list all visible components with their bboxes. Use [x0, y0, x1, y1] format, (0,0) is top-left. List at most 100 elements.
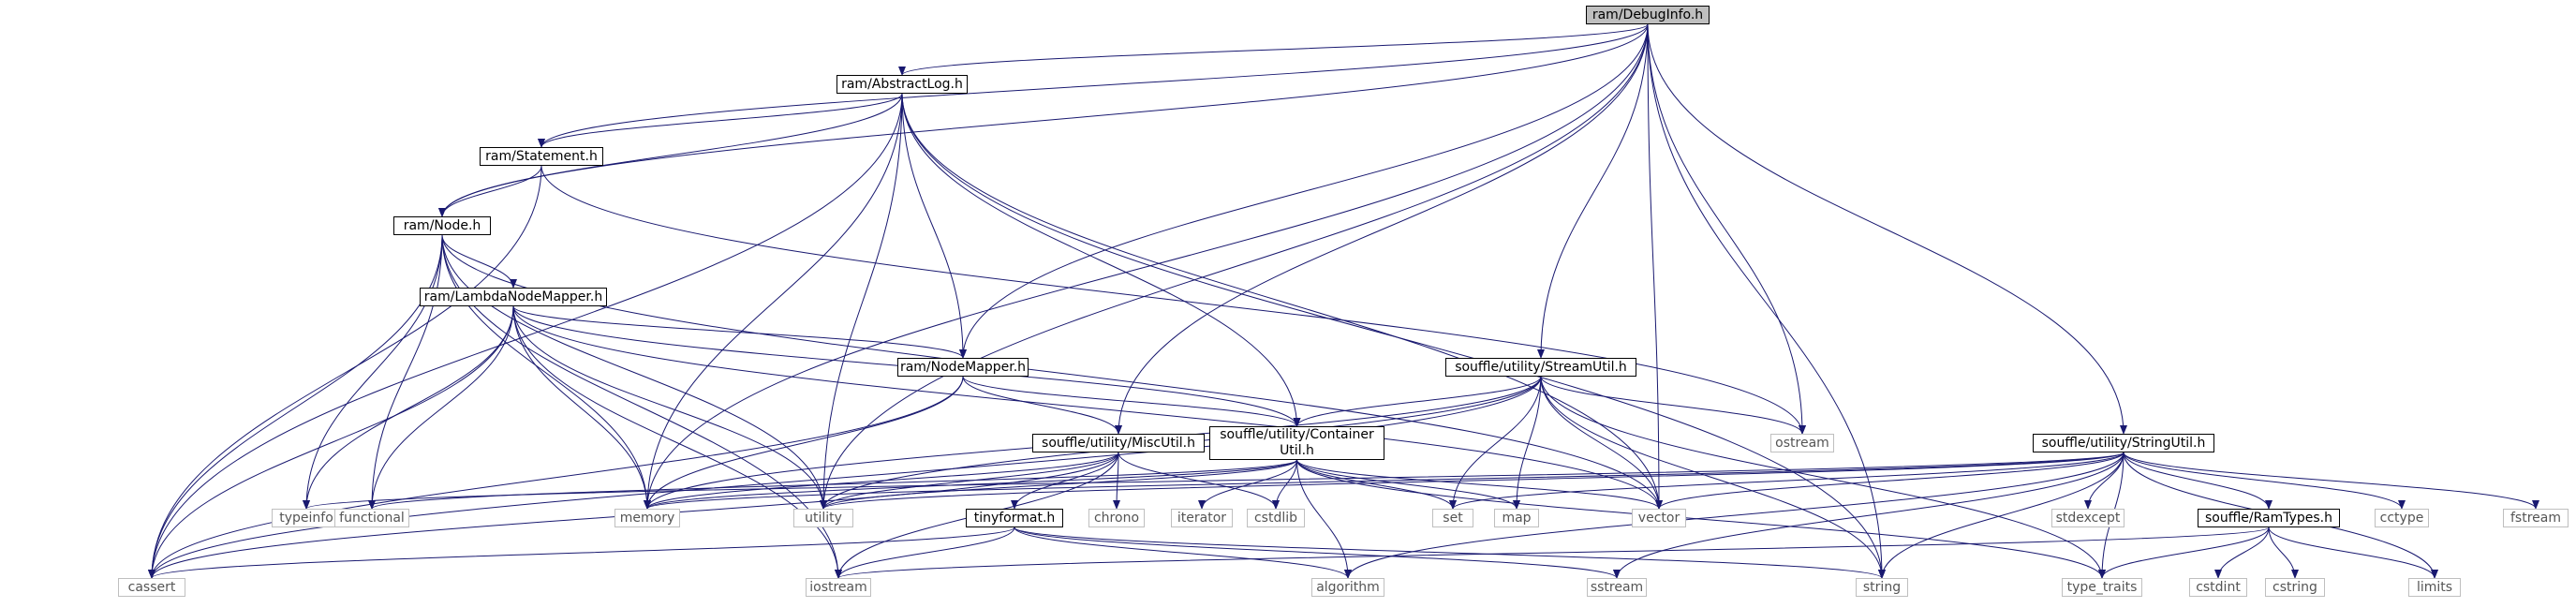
edge-containerutil-to-set [1296, 459, 1457, 510]
node-utility[interactable]: utility [793, 509, 853, 527]
node-iostream[interactable]: iostream [806, 578, 871, 597]
edge-statement-to-ostream [540, 165, 1806, 435]
node-cstdlib[interactable]: cstdlib [1247, 509, 1305, 527]
edge-abstractlog-to-utility [820, 93, 903, 510]
edge-miscutil-to-memory [644, 452, 1119, 510]
node-iterator[interactable]: iterator [1171, 509, 1233, 527]
edge-stringutil-to-typeinfo [303, 452, 2124, 510]
node-memory[interactable]: memory [614, 509, 680, 527]
edge-abstractlog-to-string [901, 93, 1886, 579]
edge-lambdanodemapper-to-vector [512, 305, 1663, 510]
edge-streamutil-to-containerutil [1293, 376, 1542, 427]
edge-abstractlog-to-nodemapper [901, 93, 967, 359]
edge-lambdanodemapper-to-cassert [148, 305, 514, 579]
node-sstream[interactable]: sstream [1587, 578, 1647, 597]
edge-stringutil-to-set [1449, 452, 2124, 510]
node-containerutil[interactable]: souffle/utility/Container Util.h [1209, 426, 1384, 460]
edge-ramtypes-to-iostream [835, 526, 2270, 579]
node-functional[interactable]: functional [334, 509, 409, 527]
node-string[interactable]: string [1856, 578, 1908, 597]
edge-containerutil-to-functional [368, 459, 1297, 510]
edge-node-to-typeinfo [303, 234, 443, 510]
node-tinyformat[interactable]: tinyformat.h [966, 509, 1063, 527]
edge-root-to-node [438, 23, 1649, 217]
node-vector[interactable]: vector [1632, 509, 1686, 527]
edge-root-to-abstractlog [898, 23, 1649, 76]
edge-stringutil-to-string [1878, 452, 2124, 579]
edge-streamutil-to-vector [1540, 376, 1663, 510]
edge-nodemapper-to-cassert [148, 376, 964, 579]
edge-root-to-stringutil [1647, 23, 2127, 435]
node-cassert[interactable]: cassert [118, 578, 185, 597]
edge-ramtypes-to-type_traits [2098, 526, 2270, 579]
edge-containerutil-to-type_traits [1296, 459, 2106, 579]
node-chrono[interactable]: chrono [1088, 509, 1145, 527]
edge-node-to-functional [368, 234, 443, 510]
node-stdexcept[interactable]: stdexcept [2051, 509, 2124, 527]
edge-streamutil-to-map [1513, 376, 1542, 510]
edge-statement-to-cassert [148, 165, 542, 579]
edge-miscutil-to-chrono [1113, 452, 1121, 510]
node-fstream[interactable]: fstream [2503, 509, 2569, 527]
node-cstring[interactable]: cstring [2265, 578, 2325, 597]
edge-nodemapper-to-memory [644, 376, 964, 510]
edge-root-to-statement [538, 23, 1649, 148]
edge-root-to-vector [1647, 23, 1663, 510]
edge-tinyformat-to-string [1014, 526, 1886, 579]
node-map[interactable]: map [1494, 509, 1539, 527]
edge-abstractlog-to-statement [538, 93, 903, 148]
node-ostream[interactable]: ostream [1770, 434, 1834, 452]
edge-statement-to-node [438, 165, 542, 217]
node-limits[interactable]: limits [2408, 578, 2461, 597]
edge-lambdanodemapper-to-nodemapper [512, 305, 967, 359]
edge-streamutil-to-string [1540, 376, 1886, 579]
edge-streamutil-to-ostream [1540, 376, 1806, 435]
edge-containerutil-to-algorithm [1296, 459, 1352, 579]
edge-abstractlog-to-vector [901, 93, 1663, 510]
edge-root-to-string [1647, 23, 1886, 579]
edge-node-to-lambdanodemapper [441, 234, 517, 289]
node-streamutil[interactable]: souffle/utility/StreamUtil.h [1445, 358, 1636, 377]
node-stringutil[interactable]: souffle/utility/StringUtil.h [2033, 434, 2214, 452]
edge-stringutil-to-fstream [2123, 452, 2539, 510]
edge-root-to-utility [820, 23, 1649, 510]
node-type_traits[interactable]: type_traits [2062, 578, 2142, 597]
edge-nodemapper-to-containerutil [962, 376, 1301, 427]
edge-root-to-memory [644, 23, 1649, 510]
edge-stringutil-to-stdexcept [2084, 452, 2124, 510]
edge-node-to-vector [441, 234, 1663, 510]
node-nodemapper[interactable]: ram/NodeMapper.h [897, 358, 1029, 377]
edge-lambdanodemapper-to-utility [512, 305, 827, 510]
edge-miscutil-to-tinyformat [1011, 452, 1119, 510]
edge-tinyformat-to-algorithm [1014, 526, 1352, 579]
node-abstractlog[interactable]: ram/AbstractLog.h [836, 75, 968, 94]
edge-stringutil-to-sstream [1613, 452, 2124, 579]
node-ramtypes[interactable]: souffle/RamTypes.h [2198, 509, 2340, 527]
node-lambdanodemapper[interactable]: ram/LambdaNodeMapper.h [420, 288, 607, 306]
edge-abstractlog-to-node [438, 93, 903, 217]
node-root[interactable]: ram/DebugInfo.h [1586, 6, 1710, 24]
edge-miscutil-to-utility [820, 452, 1119, 510]
edge-containerutil-to-vector [1296, 459, 1663, 510]
edge-stringutil-to-cctype [2123, 452, 2406, 510]
edge-tinyformat-to-sstream [1014, 526, 1621, 579]
edge-node-to-utility [441, 234, 827, 510]
edge-containerutil-to-map [1296, 459, 1520, 510]
node-set[interactable]: set [1432, 509, 1473, 527]
node-cstdint[interactable]: cstdint [2189, 578, 2247, 597]
node-statement[interactable]: ram/Statement.h [480, 147, 603, 166]
node-cctype[interactable]: cctype [2375, 509, 2429, 527]
edge-root-to-ostream [1647, 23, 1806, 435]
node-node[interactable]: ram/Node.h [393, 216, 491, 235]
node-miscutil[interactable]: souffle/utility/MiscUtil.h [1032, 434, 1205, 452]
node-algorithm[interactable]: algorithm [1311, 578, 1384, 597]
edge-nodemapper-to-miscutil [962, 376, 1122, 435]
edge-abstractlog-to-memory [644, 93, 903, 510]
edge-stringutil-to-ramtypes [2123, 452, 2273, 510]
edge-lambdanodemapper-to-memory [512, 305, 651, 510]
edge-abstractlog-to-containerutil [901, 93, 1301, 427]
edge-stringutil-to-memory [644, 452, 2124, 510]
node-typeinfo[interactable]: typeinfo [272, 509, 341, 527]
